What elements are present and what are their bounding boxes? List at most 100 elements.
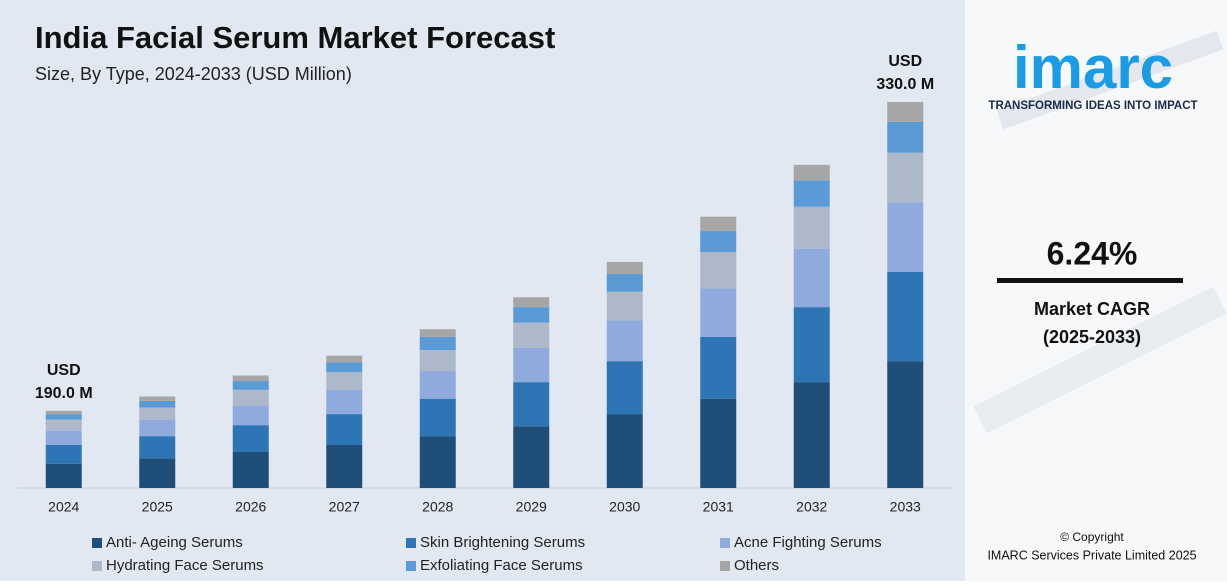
- bar-segment: [45, 419, 82, 431]
- bar-segment: [419, 371, 456, 399]
- bar-segment: [419, 398, 456, 437]
- legend-label: Others: [734, 557, 779, 574]
- logo: imarc: [1013, 34, 1173, 101]
- legend-label: Skin Brightening Serums: [420, 534, 585, 551]
- legend-swatch: [92, 561, 102, 571]
- bar-segment: [139, 396, 176, 401]
- bar-segment: [700, 336, 737, 399]
- bar-segment: [419, 436, 456, 488]
- annotation: 190.0 M: [35, 385, 93, 402]
- copyright: © Copyright: [1060, 530, 1124, 544]
- x-tick-label: 2027: [329, 499, 360, 515]
- bar-segment: [513, 307, 550, 323]
- chart-title: India Facial Serum Market Forecast: [35, 20, 555, 55]
- bar-segment: [793, 248, 830, 308]
- annotation: USD: [888, 53, 922, 70]
- bar-segment: [232, 381, 269, 390]
- legend-label: Hydrating Face Serums: [106, 557, 264, 574]
- bar-segment: [513, 322, 550, 348]
- bar-segment: [606, 261, 643, 275]
- x-tick-label: 2029: [516, 499, 547, 515]
- bar-segment: [793, 307, 830, 383]
- legend-label: Exfoliating Face Serums: [420, 557, 583, 574]
- bar-segment: [326, 389, 363, 415]
- bar-segment: [700, 216, 737, 232]
- legend-swatch: [92, 538, 102, 548]
- annotation: 330.0 M: [876, 76, 934, 93]
- bar-segment: [700, 398, 737, 488]
- bar-segment: [887, 271, 924, 362]
- bar-segment: [793, 180, 830, 207]
- bar-segment: [887, 361, 924, 488]
- bar-segment: [513, 297, 550, 308]
- bar-segment: [793, 382, 830, 488]
- decor: [996, 30, 1224, 130]
- bar-segment: [326, 362, 363, 373]
- bar-segment: [419, 329, 456, 337]
- bar-segment: [887, 121, 924, 153]
- x-tick-label: 2026: [235, 499, 266, 515]
- bar-segment: [513, 426, 550, 488]
- bar-segment: [606, 414, 643, 488]
- legend-swatch: [720, 538, 730, 548]
- bar-segment: [232, 389, 269, 406]
- bar-segment: [45, 444, 82, 464]
- bar-segment: [513, 347, 550, 383]
- bar-segment: [326, 355, 363, 363]
- cagr-label: Market CAGR: [1034, 299, 1150, 319]
- divider: [997, 278, 1183, 283]
- bar-segment: [419, 350, 456, 372]
- bar-segment: [45, 463, 82, 488]
- legend-swatch: [406, 538, 416, 548]
- x-tick-label: 2032: [796, 499, 827, 515]
- bar-segment: [45, 410, 82, 415]
- bar-segment: [139, 400, 176, 408]
- bar-segment: [326, 414, 363, 445]
- chart-subtitle: Size, By Type, 2024-2033 (USD Million): [35, 64, 352, 84]
- bar-segment: [232, 451, 269, 488]
- bar-segment: [606, 361, 643, 415]
- x-tick-label: 2024: [48, 499, 79, 515]
- bar-segment: [232, 405, 269, 426]
- bar-segment: [887, 152, 924, 203]
- x-tick-label: 2028: [422, 499, 453, 515]
- decor: [973, 286, 1227, 434]
- sidebar-background: [965, 0, 1227, 581]
- bar-segment: [700, 288, 737, 337]
- bar-segment: [139, 419, 176, 437]
- bar-segment: [326, 444, 363, 488]
- bar-segment: [513, 382, 550, 427]
- legend-label: Acne Fighting Serums: [734, 534, 882, 551]
- bar-segment: [793, 206, 830, 249]
- bar-segment: [606, 274, 643, 292]
- bar-segment: [887, 202, 924, 272]
- cagr-period: (2025-2033): [1043, 327, 1141, 347]
- bar-segment: [326, 372, 363, 390]
- bar-segment: [139, 458, 176, 488]
- tagline: TRANSFORMING IDEAS INTO IMPACT: [988, 100, 1197, 112]
- x-tick-label: 2030: [609, 499, 640, 515]
- x-tick-label: 2031: [703, 499, 734, 515]
- bar-segment: [419, 336, 456, 351]
- bar-segment: [232, 425, 269, 452]
- company: IMARC Services Private Limited 2025: [987, 548, 1196, 562]
- bar-segment: [700, 252, 737, 289]
- annotation: USD: [47, 362, 81, 379]
- bar-segment: [887, 102, 924, 122]
- x-tick-label: 2033: [890, 499, 921, 515]
- bar-segment: [606, 320, 643, 362]
- bar-segment: [700, 231, 737, 253]
- legend-swatch: [406, 561, 416, 571]
- x-tick-label: 2025: [142, 499, 173, 515]
- bar-segment: [45, 414, 82, 420]
- bar-segment: [232, 375, 269, 382]
- bar-segment: [45, 430, 82, 445]
- legend-swatch: [720, 561, 730, 571]
- bar-segment: [606, 291, 643, 321]
- cagr-value: 6.24%: [1047, 235, 1138, 271]
- bar-segment: [139, 436, 176, 459]
- bar-segment: [139, 407, 176, 420]
- legend-label: Anti- Ageing Serums: [106, 534, 243, 551]
- bar-segment: [793, 164, 830, 181]
